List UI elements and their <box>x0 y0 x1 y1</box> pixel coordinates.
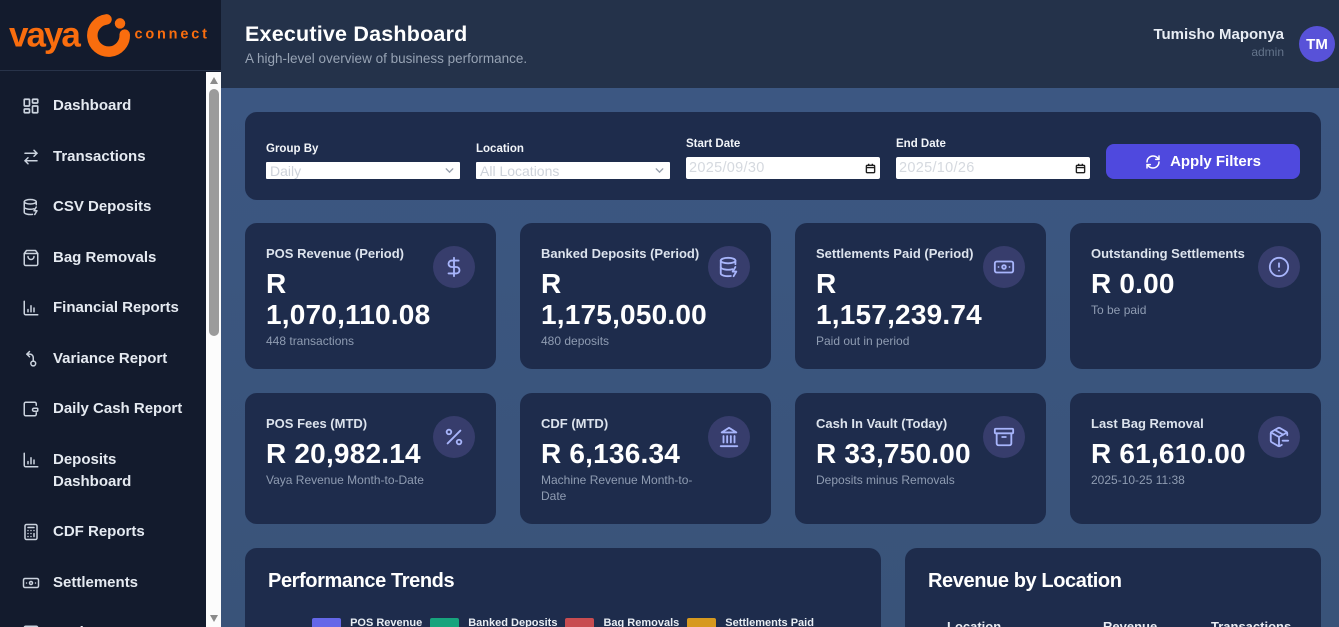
svg-text:connect: connect <box>135 27 210 43</box>
svg-text:vaya: vaya <box>9 16 81 55</box>
